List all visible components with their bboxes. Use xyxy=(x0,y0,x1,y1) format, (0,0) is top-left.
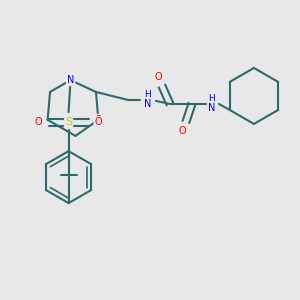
Text: O: O xyxy=(94,115,102,125)
Text: N: N xyxy=(144,99,152,109)
Text: O: O xyxy=(35,117,42,127)
Text: H: H xyxy=(208,94,215,103)
Text: O: O xyxy=(95,117,102,127)
Text: H: H xyxy=(145,90,151,99)
Text: O: O xyxy=(154,72,162,82)
Text: S: S xyxy=(65,117,72,127)
Text: O: O xyxy=(178,126,186,136)
Text: N: N xyxy=(208,103,216,113)
Text: N: N xyxy=(67,75,74,85)
